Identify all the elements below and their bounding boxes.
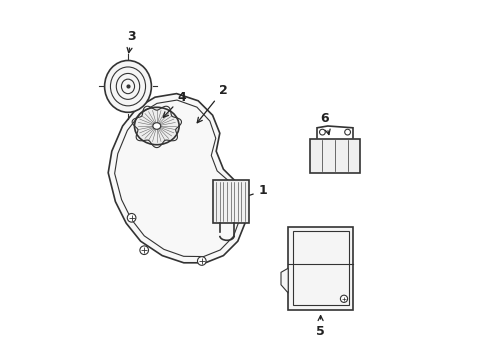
Circle shape	[341, 295, 347, 302]
FancyBboxPatch shape	[310, 139, 360, 173]
Polygon shape	[281, 268, 288, 293]
Text: 4: 4	[163, 91, 186, 117]
Text: 1: 1	[235, 184, 268, 201]
Ellipse shape	[104, 60, 151, 112]
Circle shape	[235, 206, 244, 215]
Text: 6: 6	[320, 112, 330, 135]
Circle shape	[319, 129, 325, 135]
Text: 5: 5	[316, 316, 325, 338]
Ellipse shape	[153, 123, 161, 129]
FancyBboxPatch shape	[288, 227, 353, 310]
FancyBboxPatch shape	[213, 180, 248, 223]
Circle shape	[127, 213, 136, 222]
Ellipse shape	[134, 107, 179, 145]
Polygon shape	[108, 94, 245, 263]
Circle shape	[197, 257, 206, 265]
Text: 2: 2	[197, 84, 228, 123]
Circle shape	[345, 129, 350, 135]
Text: 3: 3	[127, 30, 136, 53]
Circle shape	[140, 246, 148, 255]
